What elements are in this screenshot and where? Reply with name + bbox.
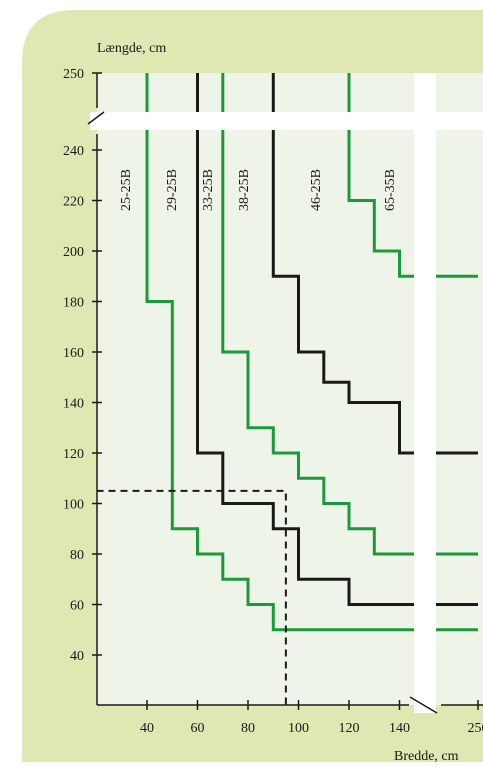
x-tick-label-120: 120 (339, 721, 360, 736)
x-tick-label-40: 40 (140, 721, 154, 736)
x-tick-label-140: 140 (389, 721, 410, 736)
x-tick-label-80: 80 (241, 721, 255, 736)
y-tick-label-200: 200 (63, 245, 84, 260)
y-tick-label-40: 40 (70, 649, 84, 664)
series-label-3: 38-25B (237, 169, 252, 211)
y-axis-title: Længde, cm (97, 41, 166, 56)
x-axis-title: Bredde, cm (394, 749, 459, 762)
y-tick-label-240: 240 (63, 144, 84, 159)
y-axis-break-gap (90, 112, 483, 130)
y-tick-label-160: 160 (63, 346, 84, 361)
series-label-4: 46-25B (309, 169, 324, 211)
series-label-5: 65-35B (383, 169, 398, 211)
y-tick-label-180: 180 (63, 296, 84, 311)
y-tick-label-250: 250 (63, 67, 84, 82)
series-label-2: 33-25B (201, 169, 216, 211)
y-tick-label-100: 100 (63, 498, 84, 513)
series-label-0: 25-25B (119, 169, 134, 211)
x-tick-label-100: 100 (288, 721, 309, 736)
x-tick-label-60: 60 (191, 721, 205, 736)
series-label-1: 29-25B (165, 169, 180, 211)
y-tick-label-120: 120 (63, 447, 84, 462)
x-tick-label-250: 250 (468, 721, 483, 736)
y-tick-label-220: 220 (63, 195, 84, 210)
y-tick-label-140: 140 (63, 397, 84, 412)
y-tick-label-60: 60 (70, 599, 84, 614)
y-tick-label-80: 80 (70, 548, 84, 563)
x-axis-break-gap (414, 73, 436, 713)
